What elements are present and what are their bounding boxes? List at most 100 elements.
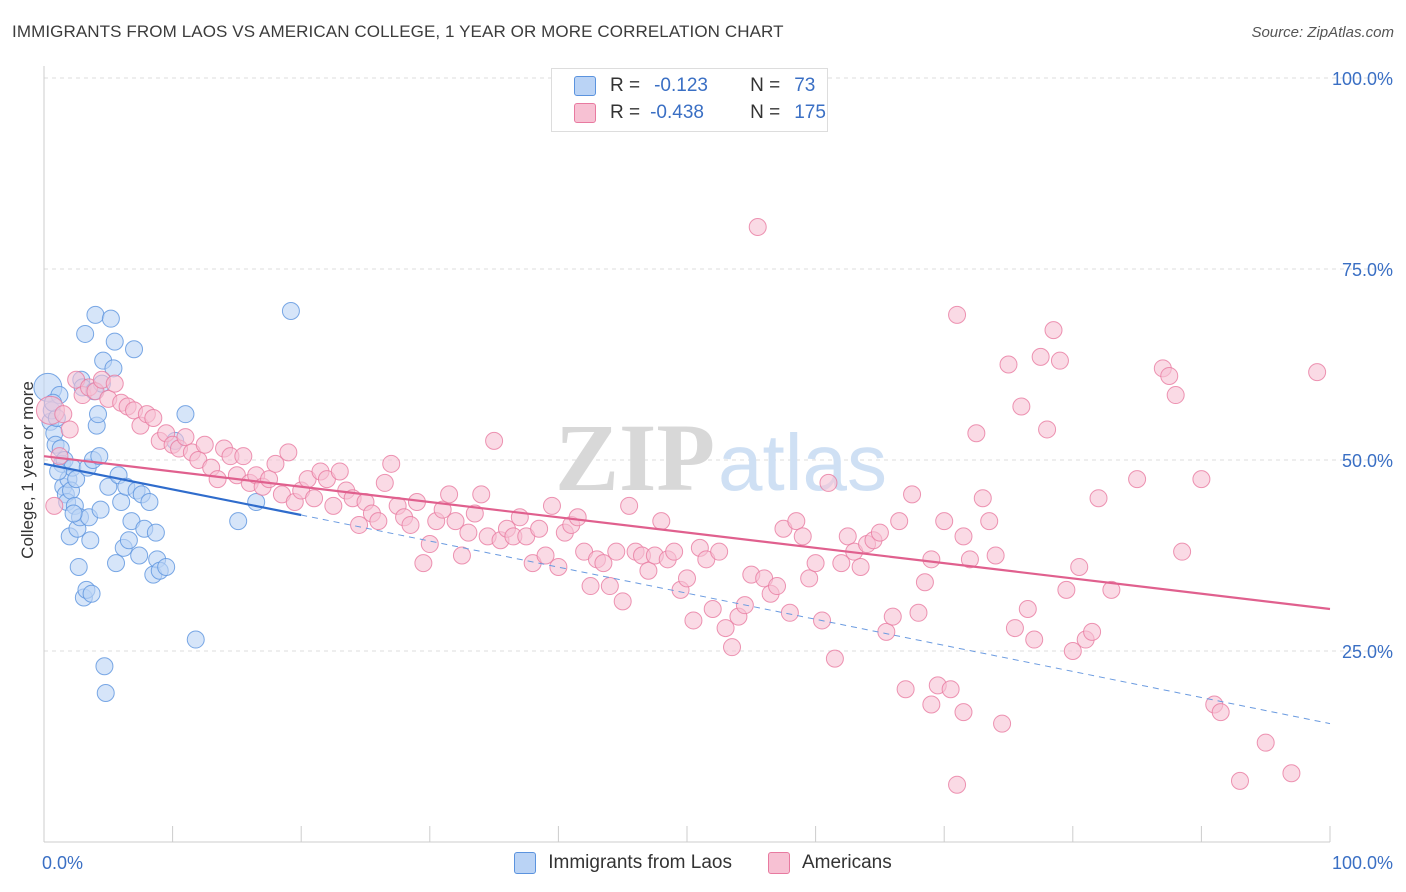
data-point — [1282, 764, 1301, 783]
y-tick-label: 75.0% — [1342, 260, 1393, 280]
data-point — [639, 561, 658, 580]
data-point — [420, 535, 439, 554]
data-point — [530, 519, 549, 538]
stats-n-label: N = — [750, 75, 781, 96]
data-point — [105, 374, 124, 393]
data-point — [851, 557, 870, 576]
data-point — [208, 470, 227, 489]
grid-lines — [44, 77, 1392, 652]
data-point — [549, 557, 568, 576]
data-point — [195, 435, 214, 454]
data-point — [935, 512, 954, 531]
data-point — [607, 542, 626, 561]
data-point — [99, 477, 118, 496]
trend-line-extension — [301, 514, 1331, 725]
data-point — [324, 496, 343, 515]
data-point — [472, 485, 491, 504]
data-point — [95, 657, 114, 676]
data-point — [281, 302, 300, 321]
data-point — [1025, 630, 1044, 649]
chart-title: IMMIGRANTS FROM LAOS VS AMERICAN COLLEGE… — [12, 22, 784, 41]
data-point — [1173, 542, 1192, 561]
data-point — [993, 714, 1012, 733]
data-point — [684, 611, 703, 630]
data-point — [446, 512, 465, 531]
data-point — [819, 473, 838, 492]
data-point — [787, 512, 806, 531]
data-point — [542, 496, 561, 515]
data-point — [45, 496, 64, 515]
data-point — [1038, 420, 1057, 439]
data-point — [1128, 470, 1147, 489]
data-point — [954, 703, 973, 722]
data-point — [678, 569, 696, 588]
data-point — [50, 447, 69, 466]
data-point — [1211, 703, 1230, 722]
y-axis-label: College, 1 year or more — [18, 381, 37, 559]
data-point — [1192, 470, 1211, 489]
data-point — [896, 680, 915, 699]
data-point — [1160, 366, 1179, 385]
data-point — [101, 309, 120, 328]
data-point — [768, 577, 787, 596]
stats-swatch-laos — [574, 76, 596, 96]
stats-swatch-americans — [574, 103, 596, 123]
data-point — [883, 607, 902, 626]
data-point — [960, 550, 979, 569]
data-point — [903, 485, 922, 504]
data-point — [594, 554, 613, 573]
data-point — [89, 405, 108, 424]
data-point — [305, 489, 324, 508]
stats-r-label: R = — [610, 102, 641, 123]
data-point — [948, 305, 967, 324]
data-point — [703, 599, 722, 618]
data-point — [107, 554, 126, 573]
legend-item-laos[interactable]: Immigrants from Laos — [514, 852, 732, 874]
data-point — [825, 649, 844, 668]
stats-row-americans: R = -0.438 N = 175 — [574, 101, 826, 125]
data-point — [600, 577, 619, 596]
data-point — [186, 630, 205, 649]
trend-line — [43, 455, 1331, 611]
data-point — [748, 217, 767, 236]
data-point — [76, 324, 95, 343]
data-point — [1089, 489, 1108, 508]
data-point — [90, 447, 109, 466]
data-point — [890, 512, 909, 531]
legend-swatch-laos — [514, 852, 537, 874]
data-point — [146, 523, 165, 542]
data-point — [1018, 599, 1037, 618]
watermark: ZIP atlas — [555, 404, 887, 511]
y-tick-label: 50.0% — [1342, 451, 1393, 471]
data-point — [96, 684, 115, 703]
data-point — [440, 485, 459, 504]
data-point — [999, 355, 1018, 374]
data-point — [922, 695, 941, 714]
data-point — [81, 531, 100, 550]
stats-r-value: -0.123 — [654, 75, 708, 96]
watermark-atlas: atlas — [718, 418, 887, 507]
data-point — [64, 504, 83, 523]
data-point — [581, 577, 600, 596]
data-point — [176, 428, 195, 447]
legend: Immigrants from Laos Americans — [0, 852, 1406, 874]
data-point — [86, 305, 105, 324]
data-point — [91, 500, 110, 519]
data-point — [806, 554, 825, 573]
legend-label-americans: Americans — [801, 852, 892, 873]
data-point — [915, 573, 934, 592]
data-point — [1050, 351, 1069, 370]
data-point — [1308, 363, 1327, 382]
data-point — [1230, 771, 1249, 790]
data-point — [652, 512, 671, 531]
data-point — [234, 447, 253, 466]
data-point — [948, 775, 967, 794]
data-point — [613, 592, 632, 611]
stats-n-label: N = — [750, 102, 781, 123]
data-point — [452, 546, 471, 565]
data-point — [140, 493, 159, 512]
legend-item-americans[interactable]: Americans — [767, 852, 892, 874]
stats-box: R = -0.123 N = 73 R = -0.438 N = 175 — [551, 68, 828, 132]
data-point — [870, 523, 889, 542]
